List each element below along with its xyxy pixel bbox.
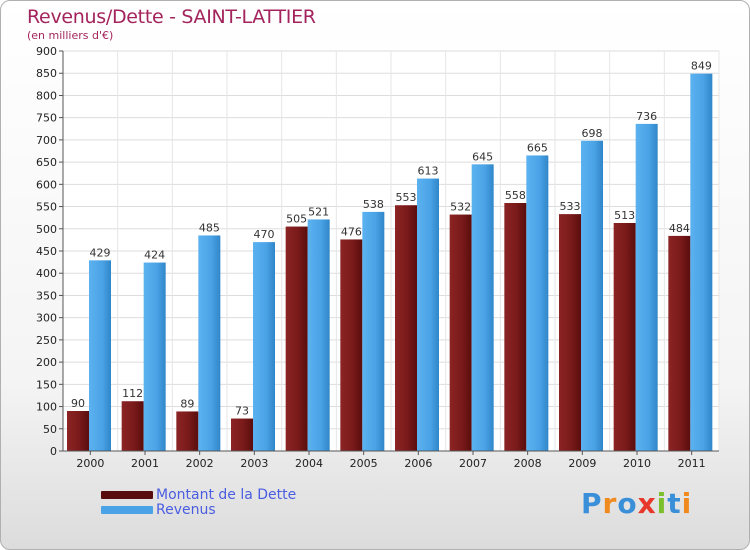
y-tick-label: 550 [36,201,57,214]
data-label-debt: 553 [396,191,417,204]
bar-debt [285,226,308,451]
logo-letter: r [602,487,618,520]
y-tick-label: 50 [43,423,57,436]
bar-debt [121,401,144,451]
x-tick-label: 2006 [404,457,432,470]
x-tick-label: 2003 [240,457,268,470]
data-label-debt: 73 [235,405,249,418]
chart-subtitle: (en milliers d'€) [27,29,114,42]
bar-debt [231,418,253,451]
bar-revenue [89,260,111,451]
y-tick-label: 150 [36,378,57,391]
y-tick-label: 100 [36,401,57,414]
legend-item-debt: Montant de la Dette [101,486,297,503]
logo-letter: t [667,487,682,520]
logo-letter: i [681,487,693,520]
bar-debt [504,203,527,451]
chart-title: Revenus/Dette - SAINT-LATTIER [27,6,316,28]
data-label-revenue: 538 [363,198,384,211]
legend-label-revenue: Revenus [156,501,216,518]
x-tick-label: 2009 [568,457,596,470]
bar-debt [395,205,417,451]
x-tick-label: 2004 [295,457,323,470]
bar-debt [559,214,581,451]
y-tick-label: 400 [36,267,57,280]
bar-revenue [690,73,713,452]
y-tick-label: 0 [50,445,57,458]
bar-debt [67,411,89,451]
legend-swatch-debt [101,490,153,499]
x-tick-label: 2007 [459,457,487,470]
y-tick-label: 600 [36,178,57,191]
data-label-debt: 476 [341,225,362,238]
logo-letter: i [656,487,668,520]
proxiti-logo: Proxiti [581,487,692,520]
legend-item-revenue: Revenus [101,501,296,518]
data-label-revenue: 424 [144,249,165,262]
x-tick-label: 2002 [186,457,214,470]
bar-revenue [471,164,494,452]
y-tick-label: 800 [36,89,57,102]
x-tick-label: 2010 [623,457,651,470]
bar-debt [340,239,363,451]
data-label-revenue: 849 [691,60,712,73]
data-label-debt: 532 [450,201,471,214]
data-label-debt: 505 [286,213,307,226]
y-tick-label: 650 [36,156,57,169]
x-tick-label: 2011 [678,457,706,470]
logo-letter: o [617,487,638,520]
x-tick-label: 2005 [350,457,378,470]
y-tick-label: 850 [36,67,57,80]
legend: Montant de la Dette Revenus [101,486,297,518]
y-tick-label: 350 [36,289,57,302]
bar-revenue [198,235,221,451]
data-label-revenue: 665 [527,141,548,154]
logo-letter: P [581,487,603,520]
legend-swatch-revenue [101,505,153,514]
bar-revenue [526,155,549,451]
data-label-revenue: 485 [199,221,220,234]
y-tick-label: 900 [36,45,57,58]
bar-revenue [307,219,330,451]
bar-revenue [417,178,439,452]
bar-debt [176,411,199,451]
bar-revenue [635,123,658,451]
x-tick-label: 2008 [514,457,542,470]
legend-label-debt: Montant de la Dette [156,486,297,503]
data-label-debt: 484 [669,222,690,235]
x-tick-label: 2000 [76,457,104,470]
bar-debt [668,235,691,451]
bar-debt [613,223,636,451]
data-label-revenue: 470 [254,228,275,241]
x-tick-label: 2001 [131,457,159,470]
y-tick-label: 450 [36,245,57,258]
y-tick-label: 500 [36,223,57,236]
data-label-revenue: 698 [582,127,603,140]
y-tick-label: 750 [36,112,57,125]
y-tick-label: 300 [36,312,57,325]
bar-revenue [143,262,166,451]
y-tick-label: 250 [36,334,57,347]
data-label-debt: 90 [71,397,85,410]
data-label-revenue: 429 [90,246,111,259]
data-label-debt: 513 [614,209,635,222]
data-label-revenue: 521 [308,205,329,218]
data-label-revenue: 645 [472,150,493,163]
y-tick-label: 200 [36,356,57,369]
data-label-debt: 533 [560,200,581,213]
logo-letter: x [637,487,657,520]
y-tick-label: 700 [36,134,57,147]
bar-revenue [581,140,603,451]
data-label-debt: 112 [122,387,143,400]
data-label-revenue: 736 [636,110,657,123]
data-label-debt: 89 [180,397,194,410]
data-label-debt: 558 [505,189,526,202]
bar-revenue [362,211,385,451]
bar-revenue [253,242,275,451]
bar-debt [449,214,472,451]
data-label-revenue: 613 [418,165,439,178]
